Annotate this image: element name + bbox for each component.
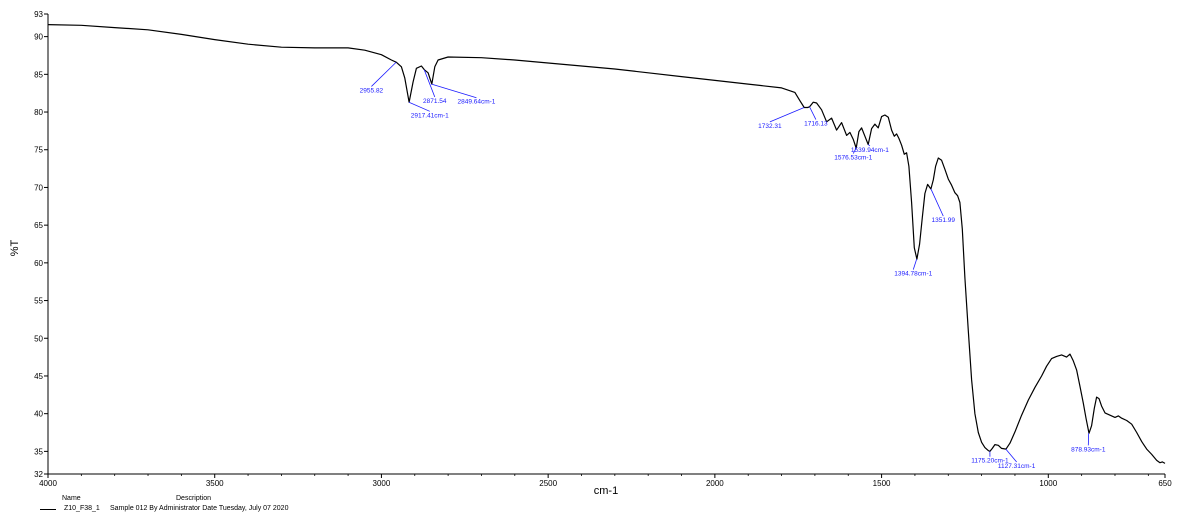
peak-label: 1732.31 xyxy=(758,123,782,130)
x-tick-label: 2500 xyxy=(539,479,557,488)
y-tick-label: 40 xyxy=(34,410,43,419)
peak-leader-line xyxy=(408,101,430,112)
peak-annotations: 2955.82 2917.41cm-1 2871.54 2849.64cm-1 1732… xyxy=(360,61,1106,470)
y-tick-label: 50 xyxy=(34,334,43,343)
y-tick-label: 35 xyxy=(34,447,43,456)
legend-row-description: Sample 012 By Administrator Date Tuesday… xyxy=(110,505,289,512)
peak-leader-line xyxy=(1005,448,1017,463)
y-tick-label: 60 xyxy=(34,259,43,268)
x-tick-label: 650 xyxy=(1158,479,1172,488)
peak-leader-line xyxy=(423,69,436,98)
legend-name-header: Name xyxy=(62,495,81,502)
peak-label: 2955.82 xyxy=(360,87,384,94)
x-tick-label: 2000 xyxy=(706,479,724,488)
y-tick-label: 85 xyxy=(34,70,43,79)
peak-label: 2871.54 xyxy=(423,98,447,105)
peak-leader-line xyxy=(809,106,817,120)
legend-row-name: Z10_F38_1 xyxy=(64,505,100,512)
peak-leader-line xyxy=(769,107,805,123)
y-axis-ticks: 32 35 40 45 50 55 60 65 70 75 80 85 90 93 xyxy=(34,10,48,479)
peak-label: 1127.31cm-1 xyxy=(998,463,1036,470)
x-axis-ticks: 4000 3500 3000 2500 2000 1500 1000 650 xyxy=(39,474,1172,488)
peak-label: 1576.53cm-1 xyxy=(834,155,872,162)
y-axis-label: %T xyxy=(9,239,21,256)
peak-label: 1175.20cm-1 xyxy=(971,458,1009,465)
y-tick-label: 80 xyxy=(34,108,43,117)
y-tick-label: 90 xyxy=(34,33,43,42)
x-tick-label: 1000 xyxy=(1039,479,1057,488)
y-tick-label: 65 xyxy=(34,221,43,230)
peak-label: 1539.94cm-1 xyxy=(851,147,889,154)
peak-leader-line xyxy=(431,83,477,99)
y-tick-label: 93 xyxy=(34,10,43,19)
axes xyxy=(47,14,1165,475)
peak-leader-line xyxy=(371,61,397,87)
series-layer xyxy=(47,24,1166,464)
peak-leader-line xyxy=(867,144,871,147)
peak-label: 1351.99 xyxy=(932,217,956,224)
y-tick-label: 75 xyxy=(34,146,43,155)
peak-leader-line xyxy=(930,188,944,217)
x-tick-label: 4000 xyxy=(39,479,57,488)
legend-line-swatch xyxy=(40,509,56,510)
peak-leader-line xyxy=(852,148,857,154)
x-tick-label: 1500 xyxy=(873,479,891,488)
peak-label: 1394.78cm-1 xyxy=(894,271,932,278)
y-tick-label: 45 xyxy=(34,372,43,381)
series-line-0 xyxy=(47,24,1166,464)
peak-label: 878.93cm-1 xyxy=(1071,446,1106,453)
peak-label: 1716.13 xyxy=(804,121,828,128)
y-tick-label: 70 xyxy=(34,183,43,192)
peak-leader-line xyxy=(912,258,918,270)
peak-label: 2917.41cm-1 xyxy=(411,112,449,119)
y-tick-label: 32 xyxy=(34,470,43,479)
y-tick-label: 55 xyxy=(34,297,43,306)
x-tick-label: 3000 xyxy=(373,479,391,488)
peak-label: 2849.64cm-1 xyxy=(457,99,495,106)
x-tick-label: 3500 xyxy=(206,479,224,488)
legend-description-header: Description xyxy=(176,495,212,502)
x-axis-label: cm-1 xyxy=(594,485,618,497)
